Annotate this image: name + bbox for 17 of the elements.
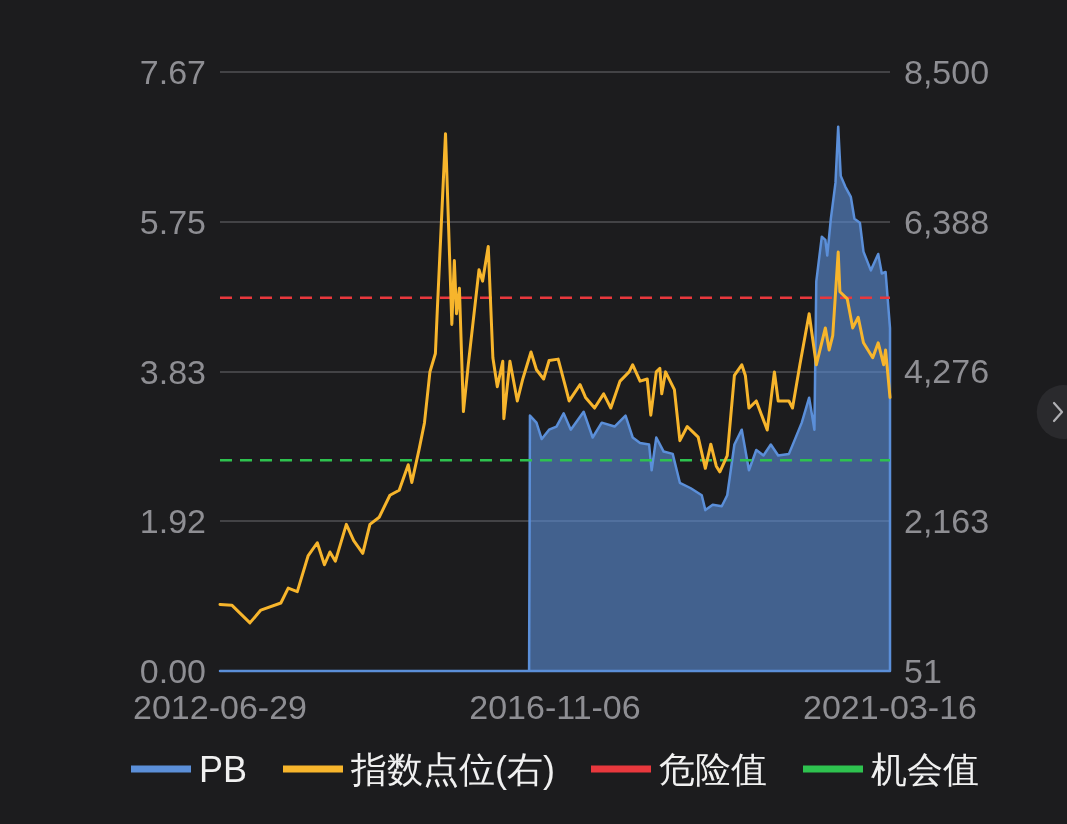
y2-tick-label: 51 — [904, 652, 942, 690]
y-tick-label: 7.67 — [139, 53, 206, 91]
x-tick-label: 2012-06-29 — [133, 688, 307, 726]
x-tick-label: 2021-03-16 — [803, 688, 977, 726]
y2-tick-label: 8,500 — [904, 53, 990, 91]
y-tick-label: 3.83 — [139, 352, 206, 391]
y-tick-label: 0.00 — [139, 652, 206, 690]
x-tick-label: 2016-11-06 — [469, 688, 641, 726]
legend-label: PB — [199, 748, 248, 790]
legend-label: 机会值 — [871, 748, 979, 790]
legend-label: 指数点位(右) — [351, 748, 555, 790]
y2-tick-label: 2,163 — [904, 502, 990, 541]
y2-tick-label: 4,276 — [904, 352, 990, 391]
y-tick-label: 1.92 — [139, 502, 206, 541]
y-tick-label: 5.75 — [139, 202, 206, 241]
legend-label: 危险值 — [659, 748, 767, 790]
y2-tick-label: 6,388 — [904, 202, 990, 241]
